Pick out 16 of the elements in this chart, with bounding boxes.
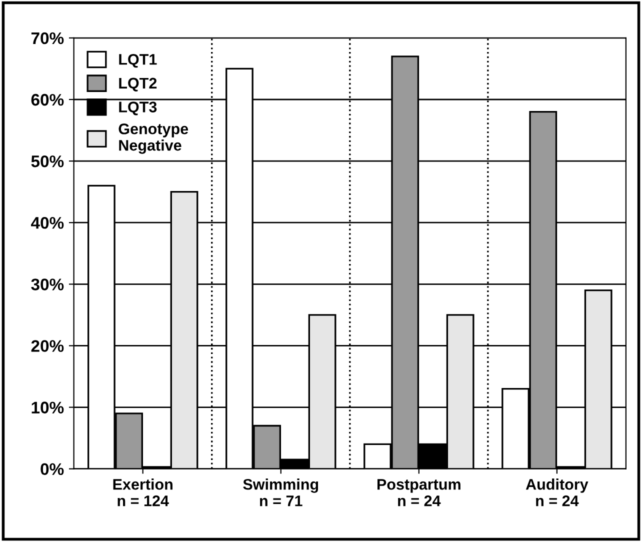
x-tick-label: Swimming n = 71 xyxy=(243,478,318,506)
y-tick-label: 60% xyxy=(31,94,64,106)
y-tick-label: 50% xyxy=(31,155,64,168)
legend-label: LQT3 xyxy=(119,102,157,116)
y-tick-label: 0% xyxy=(40,463,64,476)
legend-label: LQT2 xyxy=(119,78,157,92)
y-tick-label: 20% xyxy=(31,340,64,352)
y-tick-label: 10% xyxy=(32,402,64,414)
x-tick-label: Exertion n = 124 xyxy=(113,478,172,506)
y-tick-label: 40% xyxy=(31,217,64,229)
legend-label: LQT1 xyxy=(119,54,157,68)
legend-label: Genotype Negative xyxy=(118,123,188,154)
x-tick-label: Auditory n = 24 xyxy=(526,478,588,506)
x-tick-label: Postpartum n = 24 xyxy=(377,479,460,506)
y-tick-label: 30% xyxy=(31,278,64,290)
y-tick-label: 70% xyxy=(31,32,64,44)
